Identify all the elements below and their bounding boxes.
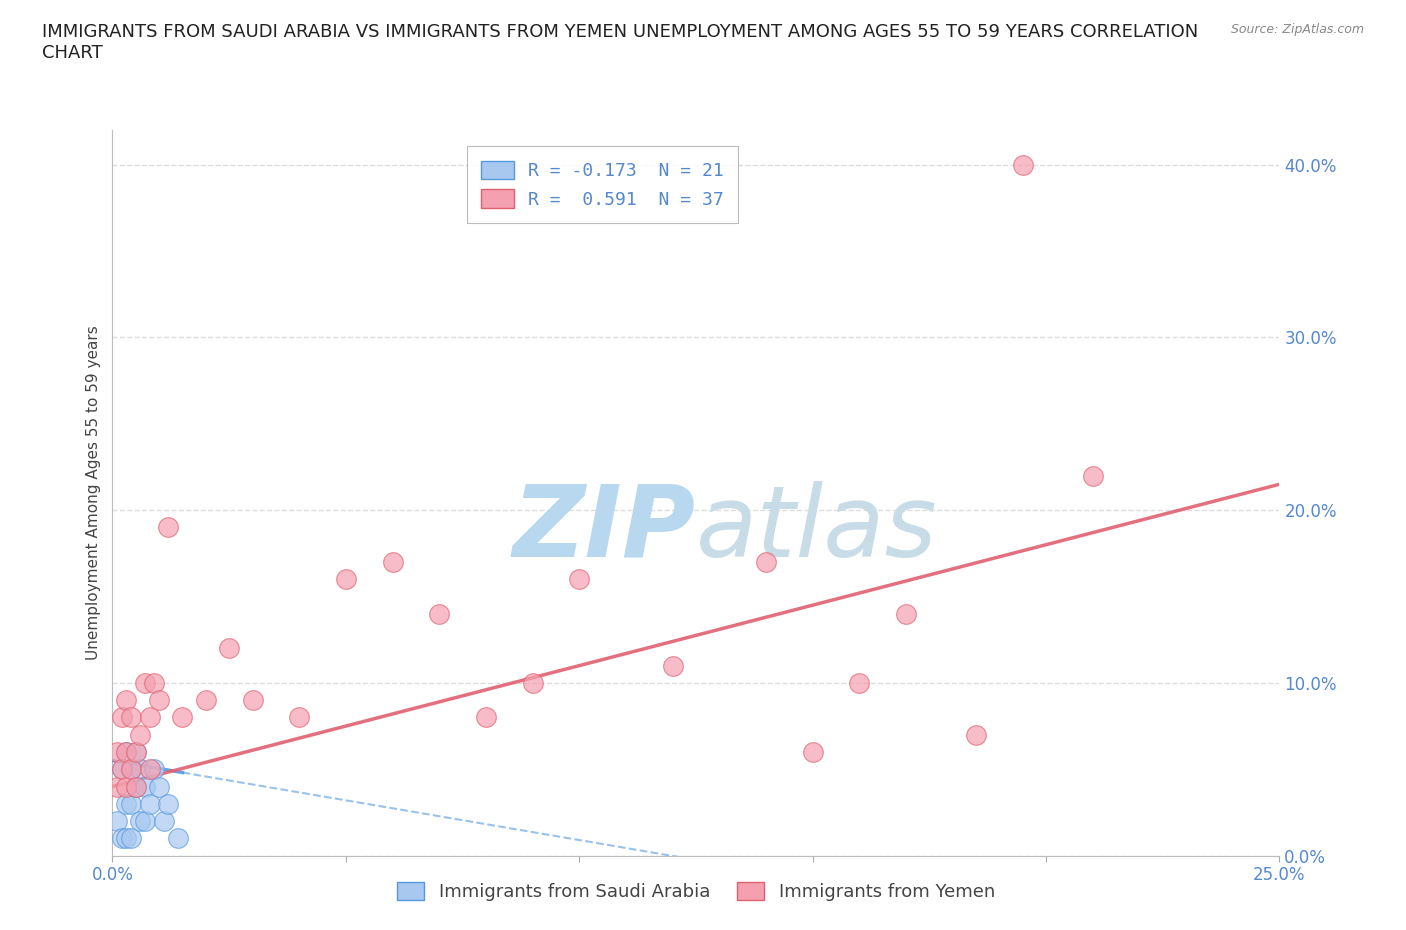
Point <box>134 779 156 794</box>
Point <box>120 796 142 811</box>
Point <box>143 675 166 690</box>
Point <box>335 572 357 587</box>
Point <box>111 762 134 777</box>
Point <box>105 814 128 829</box>
Point <box>115 693 138 708</box>
Point <box>143 762 166 777</box>
Point <box>125 779 148 794</box>
Point <box>115 779 138 794</box>
Point <box>129 727 152 742</box>
Y-axis label: Unemployment Among Ages 55 to 59 years: Unemployment Among Ages 55 to 59 years <box>86 326 101 660</box>
Point <box>111 762 134 777</box>
Point <box>242 693 264 708</box>
Point <box>172 710 194 724</box>
Point <box>755 554 778 569</box>
Point <box>894 606 917 621</box>
Point <box>129 814 152 829</box>
Point <box>194 693 217 708</box>
Point <box>157 520 180 535</box>
Point <box>153 814 176 829</box>
Text: Source: ZipAtlas.com: Source: ZipAtlas.com <box>1230 23 1364 36</box>
Point <box>475 710 498 724</box>
Point <box>1081 468 1104 483</box>
Point <box>568 572 591 587</box>
Point <box>157 796 180 811</box>
Point <box>105 779 128 794</box>
Point <box>134 675 156 690</box>
Point <box>148 779 170 794</box>
Point <box>139 796 162 811</box>
Point <box>125 745 148 760</box>
Point <box>522 675 544 690</box>
Point <box>134 814 156 829</box>
Point <box>801 745 824 760</box>
Point <box>166 830 188 845</box>
Point <box>120 762 142 777</box>
Text: IMMIGRANTS FROM SAUDI ARABIA VS IMMIGRANTS FROM YEMEN UNEMPLOYMENT AMONG AGES 55: IMMIGRANTS FROM SAUDI ARABIA VS IMMIGRAN… <box>42 23 1198 41</box>
Point <box>115 745 138 760</box>
Point <box>218 641 240 656</box>
Point <box>125 745 148 760</box>
Point <box>139 710 162 724</box>
Text: ZIP: ZIP <box>513 481 696 578</box>
Point <box>139 762 162 777</box>
Point <box>965 727 987 742</box>
Point <box>1011 157 1033 172</box>
Point <box>427 606 450 621</box>
Point <box>115 745 138 760</box>
Point <box>111 710 134 724</box>
Point <box>129 762 152 777</box>
Text: atlas: atlas <box>696 481 938 578</box>
Point <box>120 710 142 724</box>
Point <box>115 796 138 811</box>
Point <box>148 693 170 708</box>
Point <box>111 830 134 845</box>
Point <box>115 830 138 845</box>
Point <box>120 762 142 777</box>
Point <box>848 675 870 690</box>
Text: CHART: CHART <box>42 44 103 61</box>
Point <box>288 710 311 724</box>
Point <box>381 554 404 569</box>
Point <box>120 830 142 845</box>
Point <box>661 658 683 673</box>
Point <box>125 779 148 794</box>
Legend: Immigrants from Saudi Arabia, Immigrants from Yemen: Immigrants from Saudi Arabia, Immigrants… <box>389 874 1002 909</box>
Point <box>105 745 128 760</box>
